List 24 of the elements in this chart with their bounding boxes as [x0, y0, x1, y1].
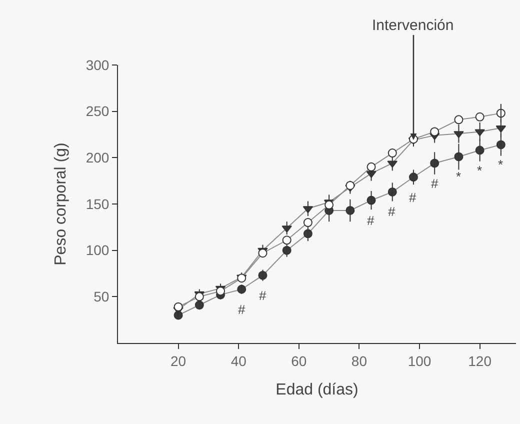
- x-tick-label: 40: [230, 352, 247, 369]
- y-tick-label: 150: [86, 196, 110, 212]
- x-tick-label: 80: [351, 352, 368, 369]
- annotation: #: [259, 288, 267, 303]
- annotation: *: [498, 157, 504, 172]
- annotation: #: [388, 204, 396, 219]
- y-tick-label: 250: [86, 103, 110, 120]
- annotation: #: [238, 302, 246, 317]
- y-tick-label: 300: [86, 56, 110, 73]
- x-tick-label: 60: [291, 352, 307, 369]
- x-tick-label: 20: [170, 352, 186, 369]
- y-tick-label: 200: [86, 150, 110, 166]
- y-tick-label: 100: [86, 242, 110, 258]
- y-axis-title: Peso corporal (g): [52, 142, 70, 266]
- annotation: #: [409, 190, 417, 205]
- y-tick-label: 50: [94, 288, 110, 305]
- annotation: #: [431, 176, 439, 191]
- x-tick-label: 100: [408, 352, 432, 369]
- annotation: #: [367, 213, 375, 228]
- x-tick-label: 120: [468, 352, 492, 369]
- annotation: *: [456, 169, 462, 184]
- annotation: *: [477, 163, 482, 178]
- x-axis-title: Edad (días): [276, 382, 358, 398]
- annotation: Intervención: [372, 17, 454, 34]
